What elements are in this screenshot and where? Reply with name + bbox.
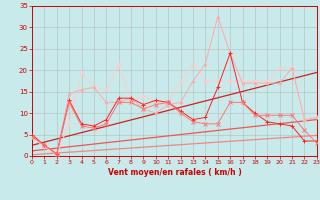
X-axis label: Vent moyen/en rafales ( km/h ): Vent moyen/en rafales ( km/h ) bbox=[108, 168, 241, 177]
